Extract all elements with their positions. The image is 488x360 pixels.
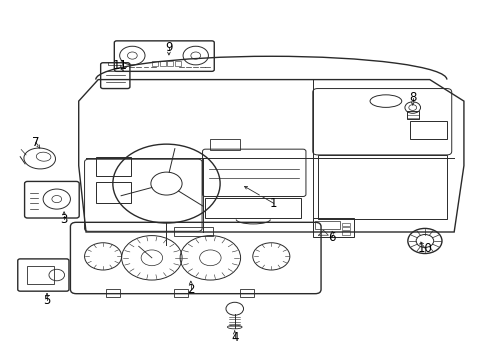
Bar	[315, 221, 339, 229]
Bar	[27, 266, 54, 284]
Bar	[317, 155, 446, 220]
Bar	[341, 223, 349, 226]
Bar	[152, 60, 158, 66]
Bar	[105, 289, 120, 297]
Text: 8: 8	[408, 91, 416, 104]
Text: 1: 1	[269, 197, 277, 210]
Bar	[205, 198, 300, 218]
Text: 4: 4	[230, 331, 238, 344]
Bar	[96, 157, 131, 176]
Bar	[96, 182, 131, 203]
Bar	[341, 231, 349, 234]
Text: 9: 9	[165, 41, 172, 54]
Bar	[173, 226, 212, 235]
Bar	[210, 139, 239, 149]
Bar	[409, 121, 446, 139]
Text: 7: 7	[32, 136, 40, 149]
Bar	[406, 111, 418, 119]
Text: 10: 10	[417, 242, 431, 255]
Text: 6: 6	[328, 231, 335, 244]
Text: 11: 11	[112, 59, 127, 72]
Bar	[159, 60, 165, 66]
Text: 5: 5	[43, 294, 51, 307]
Bar	[108, 62, 122, 65]
Bar	[173, 289, 188, 297]
Bar	[167, 60, 173, 66]
Bar	[239, 289, 254, 297]
Text: 3: 3	[61, 213, 68, 226]
Text: 2: 2	[187, 283, 194, 296]
Bar	[175, 60, 181, 66]
Bar	[312, 218, 353, 237]
Bar	[341, 227, 349, 230]
